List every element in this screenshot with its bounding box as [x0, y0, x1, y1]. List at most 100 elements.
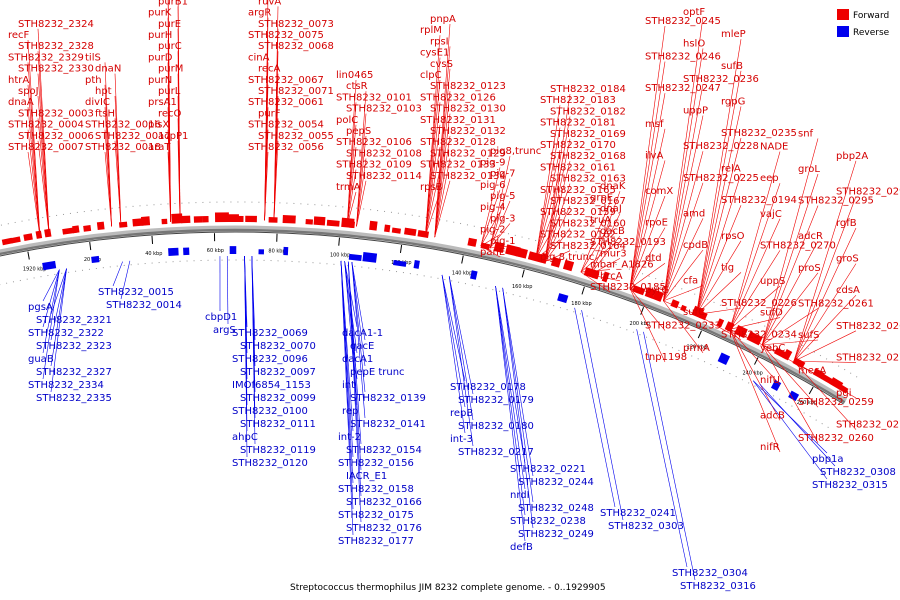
forward-gene-label: purF	[258, 108, 281, 119]
tick-label: 160 kbp	[512, 284, 532, 290]
forward-gene-label: pepS	[346, 126, 371, 137]
reverse-gene	[770, 379, 782, 391]
forward-connector	[761, 272, 819, 346]
tick-mark	[697, 330, 702, 339]
reverse-connector	[42, 269, 60, 302]
forward-gene-label: STH8232_0016	[85, 120, 161, 131]
forward-gene-label: STH8232_0004	[8, 120, 84, 131]
backbone-shadow	[0, 225, 848, 403]
backbone-edge	[0, 231, 844, 405]
forward-gene-label: dnaK	[600, 181, 626, 192]
reverse-gene-label: STH8232_0308	[820, 467, 896, 478]
forward-gene-label: purB1	[158, 0, 188, 7]
forward-gene-label: adcR	[798, 231, 823, 242]
forward-gene	[44, 228, 52, 238]
forward-gene-label: pig-4	[480, 202, 505, 213]
forward-connector	[273, 6, 279, 221]
forward-connector	[544, 116, 571, 262]
forward-gene-label: STH8232_0130	[430, 104, 506, 115]
forward-gene-label: STH8232_0128	[420, 137, 496, 148]
reverse-connector	[120, 260, 131, 300]
reverse-connector	[50, 268, 67, 341]
reverse-gene-label: STH8232_2334	[28, 380, 104, 391]
reverse-gene	[258, 249, 265, 255]
forward-gene-label: STH8232_0295	[798, 196, 874, 207]
forward-connector	[696, 205, 742, 315]
forward-gene-label: STH8232_0068	[258, 41, 334, 52]
forward-gene	[404, 227, 417, 236]
forward-connector	[793, 361, 857, 430]
reverse-gene	[229, 246, 237, 255]
forward-gene-label: STH8232_0162	[540, 230, 616, 241]
forward-gene	[384, 224, 391, 233]
forward-gene-label: ilvA	[645, 150, 663, 161]
forward-connector	[629, 227, 666, 289]
reverse-connector	[251, 256, 256, 445]
forward-gene-label: STH8232_2324	[18, 19, 94, 30]
reverse-gene	[42, 260, 57, 271]
forward-gene-label: STH8232_0274	[836, 420, 900, 431]
forward-gene-label: STH8232_0108	[346, 148, 422, 159]
forward-connector	[629, 288, 666, 363]
forward-gene-label: STH8232_0003	[18, 108, 94, 119]
reverse-connector	[112, 261, 123, 287]
forward-gene-label: mecA	[798, 366, 826, 377]
reverse-gene-label: STH8232_0180	[458, 421, 534, 432]
forward-gene-label: tig	[721, 262, 734, 273]
forward-gene-label: mbar_A1826	[590, 260, 654, 271]
forward-connector	[589, 258, 621, 276]
label-connectors	[27, 0, 857, 581]
forward-gene	[601, 271, 610, 283]
forward-gene-label: STH8232_0167	[550, 196, 626, 207]
forward-gene	[514, 247, 528, 259]
reverse-connector	[448, 276, 474, 421]
tick-label: 100 kbp	[330, 253, 350, 259]
reverse-gene-label: int	[342, 380, 355, 391]
forward-connector	[580, 269, 611, 273]
forward-gene-label: STH8232_0018	[85, 142, 161, 153]
forward-connector	[729, 329, 781, 386]
forward-connector	[489, 200, 511, 249]
forward-gene-label: msf	[645, 119, 664, 130]
forward-gene-label: STH8232_0226	[721, 298, 797, 309]
forward-connector	[37, 140, 50, 235]
reverse-connector	[574, 307, 616, 508]
forward-gene	[282, 215, 296, 224]
forward-gene-label: STH8232_0103	[346, 104, 422, 115]
reverse-gene	[283, 246, 289, 256]
forward-gene-label: STH8232_0181	[540, 118, 616, 129]
forward-connector	[663, 115, 704, 301]
forward-gene-label: dnaA	[8, 97, 34, 108]
forward-connector	[434, 23, 451, 238]
forward-connector	[544, 228, 571, 262]
forward-connector	[177, 0, 181, 222]
forward-gene-label: STH8232_0261	[798, 298, 874, 309]
reverse-connector	[50, 268, 67, 367]
forward-gene-label: STH8232_0073	[258, 19, 334, 30]
forward-gene-label: cvsS	[430, 59, 453, 70]
backbone-line	[0, 228, 846, 404]
forward-gene-label: dnaJ	[600, 204, 622, 215]
forward-gene-label: divIC	[85, 97, 110, 108]
genome-caption: Streptococcus thermophilus JIM 8232 comp…	[290, 583, 606, 593]
forward-gene-label: hslO	[683, 38, 705, 49]
forward-gene-label: hrcA	[600, 271, 623, 282]
forward-gene-label: pig 8,trunc	[540, 252, 594, 263]
forward-connector	[729, 317, 781, 330]
forward-gene-label: rpsO	[721, 231, 745, 242]
forward-gene-label: argR	[248, 8, 271, 19]
forward-connector	[663, 48, 704, 301]
reverse-gene-label: dacA1	[342, 354, 373, 365]
forward-connector	[434, 113, 451, 238]
forward-gene-label: STH8232_0131	[420, 115, 496, 126]
forward-connector	[793, 361, 857, 399]
forward-gene-label: grpE	[590, 192, 613, 203]
forward-gene	[644, 287, 656, 299]
forward-gene-label: STH8232_0071	[258, 86, 334, 97]
tick-mark	[89, 242, 92, 251]
forward-gene	[467, 237, 478, 247]
forward-gene	[96, 221, 105, 231]
forward-connector	[629, 25, 666, 289]
forward-connector	[37, 118, 50, 235]
forward-connector	[489, 156, 511, 249]
